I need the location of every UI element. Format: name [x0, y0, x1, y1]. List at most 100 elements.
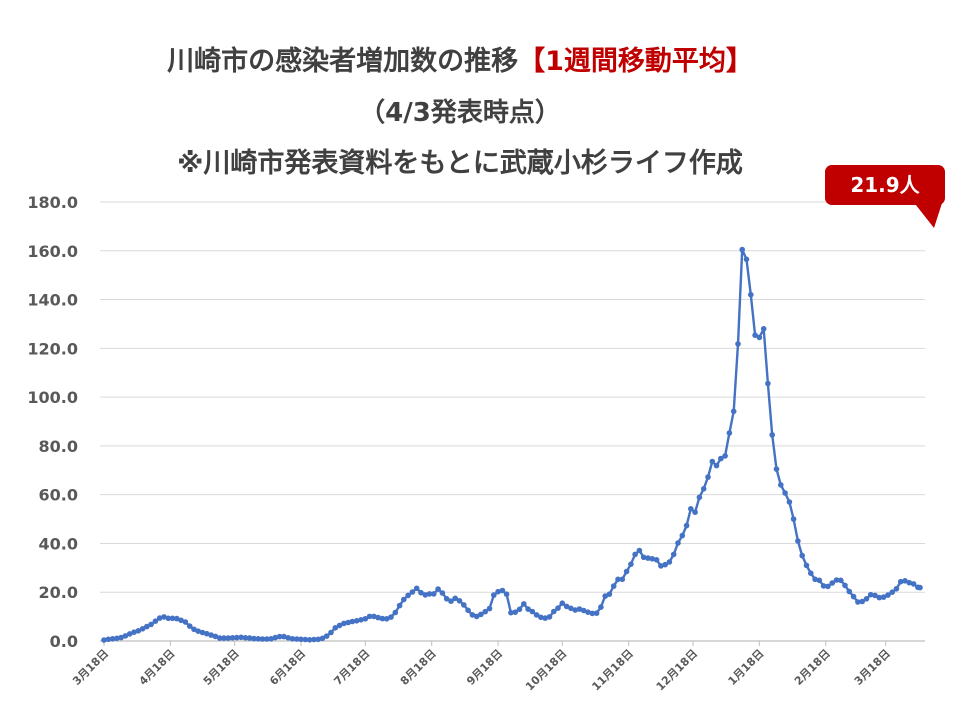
data-point — [799, 552, 805, 559]
y-tick-label: 120.0 — [27, 339, 78, 358]
data-point — [893, 586, 900, 592]
data-point — [499, 587, 506, 594]
data-point — [152, 618, 159, 624]
data-point — [628, 561, 634, 567]
chart-title-main: 川崎市の感染者増加数の推移 — [167, 46, 519, 77]
data-point — [546, 614, 553, 620]
data-point — [349, 618, 356, 625]
data-point — [688, 506, 694, 512]
data-point — [593, 610, 600, 616]
data-point — [585, 609, 591, 615]
data-point — [533, 612, 540, 618]
data-point — [551, 608, 557, 615]
x-tick-label: 11月18日 — [589, 647, 635, 693]
data-point — [718, 455, 724, 462]
callout-label: 21.9人 — [850, 173, 920, 197]
data-point — [469, 612, 476, 618]
data-point — [863, 596, 870, 602]
data-point — [808, 570, 814, 576]
data-point — [315, 636, 322, 643]
data-point — [726, 430, 733, 436]
latest-value-callout: 21.9人 — [825, 165, 945, 228]
data-point — [379, 615, 386, 622]
x-tick-label: 12月18日 — [654, 647, 700, 693]
data-point — [829, 580, 835, 586]
data-point — [615, 576, 621, 583]
data-point — [820, 583, 827, 589]
data-point — [606, 591, 613, 597]
data-point — [332, 625, 339, 631]
data-point — [679, 532, 686, 539]
y-tick-label: 40.0 — [39, 534, 78, 553]
callout-box — [825, 165, 945, 205]
data-point — [126, 631, 133, 637]
data-point — [238, 634, 244, 641]
data-point — [392, 609, 399, 616]
data-point — [358, 617, 364, 623]
y-tick-label: 140.0 — [27, 291, 78, 310]
data-point — [842, 582, 848, 589]
data-point — [311, 636, 317, 643]
data-point — [598, 604, 604, 610]
data-point — [859, 598, 865, 605]
data-point — [366, 613, 373, 620]
data-point — [486, 605, 493, 612]
data-point — [795, 538, 801, 544]
data-point — [683, 522, 690, 529]
data-point — [186, 623, 193, 629]
y-tick-label: 180.0 — [27, 193, 78, 212]
data-point — [568, 605, 574, 612]
data-point — [503, 591, 510, 597]
data-point — [563, 603, 570, 610]
data-point — [101, 637, 107, 643]
data-point — [675, 540, 681, 546]
data-point — [897, 578, 904, 585]
data-point — [401, 596, 407, 603]
data-point — [512, 609, 518, 615]
data-point — [602, 593, 608, 599]
data-point — [174, 615, 180, 622]
data-point — [405, 592, 411, 599]
data-point — [456, 598, 463, 604]
series-line — [103, 248, 921, 642]
data-point — [199, 629, 206, 636]
data-point — [538, 614, 544, 621]
data-point — [409, 589, 416, 595]
data-point — [790, 516, 797, 522]
x-tick-label: 7月18日 — [331, 647, 372, 688]
data-point — [413, 585, 420, 592]
data-point — [782, 490, 788, 496]
data-point — [246, 635, 253, 641]
data-point — [521, 601, 527, 607]
data-point — [336, 622, 343, 629]
data-point — [473, 613, 480, 620]
data-point — [276, 633, 283, 640]
data-point — [760, 326, 767, 332]
data-point — [341, 620, 347, 627]
data-point — [221, 635, 227, 641]
data-point — [418, 589, 424, 596]
data-point — [696, 494, 703, 501]
data-point — [371, 613, 377, 620]
data-point — [525, 606, 531, 612]
data-point — [383, 616, 390, 622]
data-point — [353, 618, 360, 624]
data-point — [705, 474, 711, 480]
data-point — [105, 636, 112, 643]
y-tick-label: 100.0 — [27, 388, 78, 407]
data-point — [610, 583, 617, 589]
data-point — [139, 626, 146, 632]
data-point — [204, 630, 210, 637]
data-point — [735, 341, 741, 347]
data-point — [426, 591, 433, 597]
data-point — [109, 636, 116, 642]
x-tick-label: 1月18日 — [726, 647, 767, 688]
data-point — [765, 380, 771, 387]
data-point — [825, 583, 831, 590]
data-point — [362, 616, 369, 622]
data-point — [345, 619, 352, 626]
y-tick-label: 20.0 — [39, 583, 78, 602]
data-point — [773, 466, 780, 472]
data-point — [670, 551, 677, 558]
data-point — [225, 635, 231, 641]
